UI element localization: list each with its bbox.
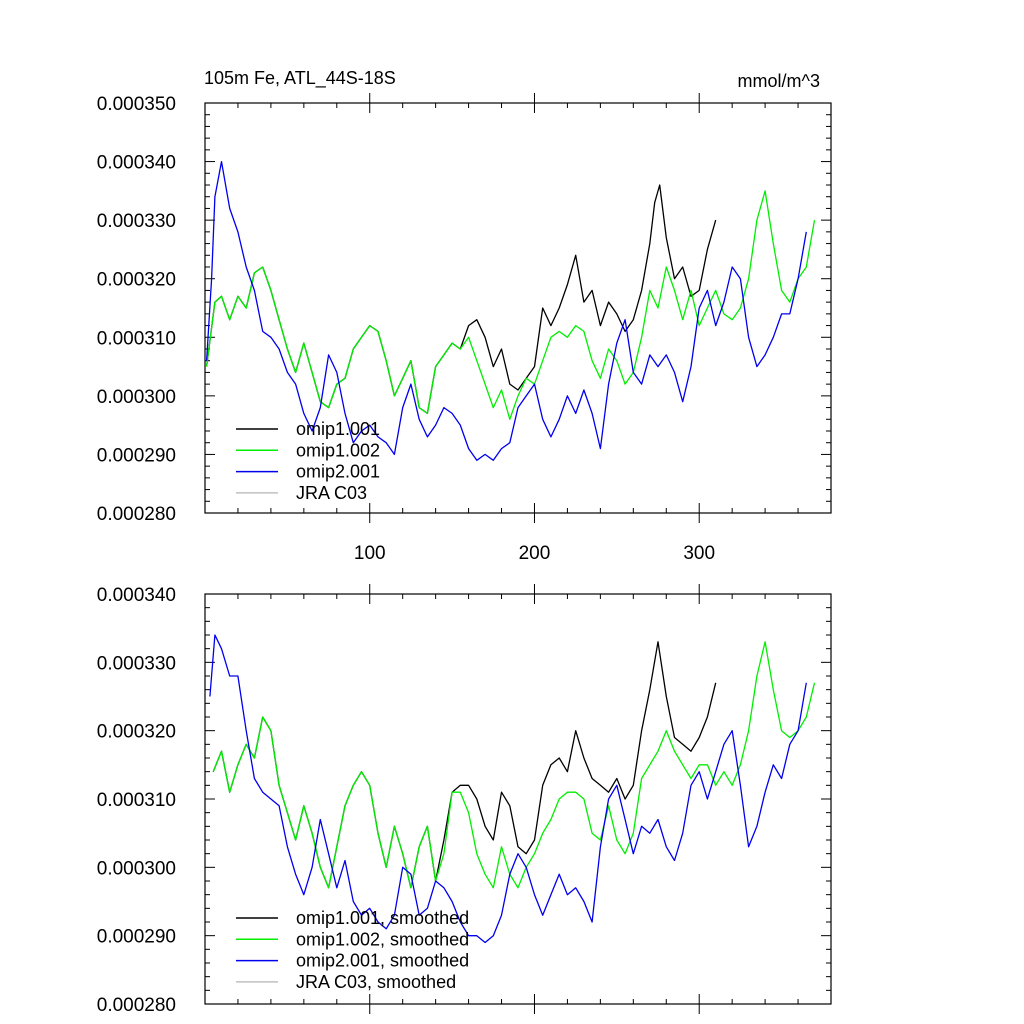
top-legend-label: omip2.001	[296, 462, 380, 482]
top-axis-ticks	[205, 93, 831, 523]
bottom-axis-ticks	[205, 584, 831, 1014]
bottom-ytick-label: 0.000340	[97, 585, 176, 606]
top-xtick-label: 200	[519, 543, 551, 564]
top-ytick-label: 0.000290	[97, 445, 176, 466]
top-series-line-omip2-001	[205, 160, 807, 461]
top-xtick-label: 300	[683, 543, 715, 564]
top-x-axis-labels: 100 200 300	[354, 543, 715, 564]
bottom-ytick-label: 0.000300	[97, 858, 176, 879]
top-series-group	[205, 160, 816, 461]
bottom-ytick-label: 0.000320	[97, 722, 176, 743]
bottom-y-axis-labels: 0.000280 0.000290 0.000300 0.000310 0.000320…	[97, 585, 176, 1016]
bottom-legend-label: omip2.001, smoothed	[296, 951, 469, 971]
top-legend-label: omip1.001	[296, 419, 380, 439]
bottom-legend-label: JRA C03, smoothed	[296, 972, 456, 992]
top-ytick-label: 0.000330	[97, 211, 176, 232]
bottom-legend-label: omip1.001, smoothed	[296, 908, 469, 928]
top-panel: 105m Fe, ATL_44S-18S mmol/m^3 0.0002800.…	[97, 68, 832, 564]
bottom-ytick-label: 0.000290	[97, 927, 176, 948]
top-chart-title: 105m Fe, ATL_44S-18S	[204, 68, 396, 89]
bottom-ytick-label: 0.000310	[97, 790, 176, 811]
top-y-axis-labels: 0.000280 0.000290 0.000300 0.000310 0.000320…	[97, 94, 176, 525]
bottom-ytick-label: 0.000280	[97, 995, 176, 1016]
top-ytick-label: 0.000350	[97, 94, 176, 115]
top-xtick-label: 100	[354, 543, 386, 564]
bottom-series-line-omip1-002-smoothed	[212, 641, 816, 889]
top-ytick-label: 0.000280	[97, 504, 176, 525]
top-plot-frame	[204, 102, 832, 514]
top-chart-units: mmol/m^3	[738, 71, 820, 91]
top-legend-label: omip1.002	[296, 440, 380, 460]
top-series-line-omip1-002	[205, 190, 816, 420]
bottom-series-line-omip2-001-smoothed	[209, 634, 807, 944]
top-series-line-omip1-001	[205, 184, 717, 415]
top-ytick-label: 0.000340	[97, 153, 176, 174]
top-legend-label: JRA C03	[296, 483, 367, 503]
top-ytick-label: 0.000310	[97, 328, 176, 349]
bottom-panel: 0.000280 0.000290 0.000300 0.000310 0.000320…	[97, 584, 832, 1016]
bottom-series-group	[209, 634, 816, 944]
bottom-ytick-label: 0.000330	[97, 653, 176, 674]
bottom-legend-label: omip1.002, smoothed	[296, 929, 469, 949]
top-ytick-label: 0.000320	[97, 270, 176, 291]
top-ytick-label: 0.000300	[97, 387, 176, 408]
